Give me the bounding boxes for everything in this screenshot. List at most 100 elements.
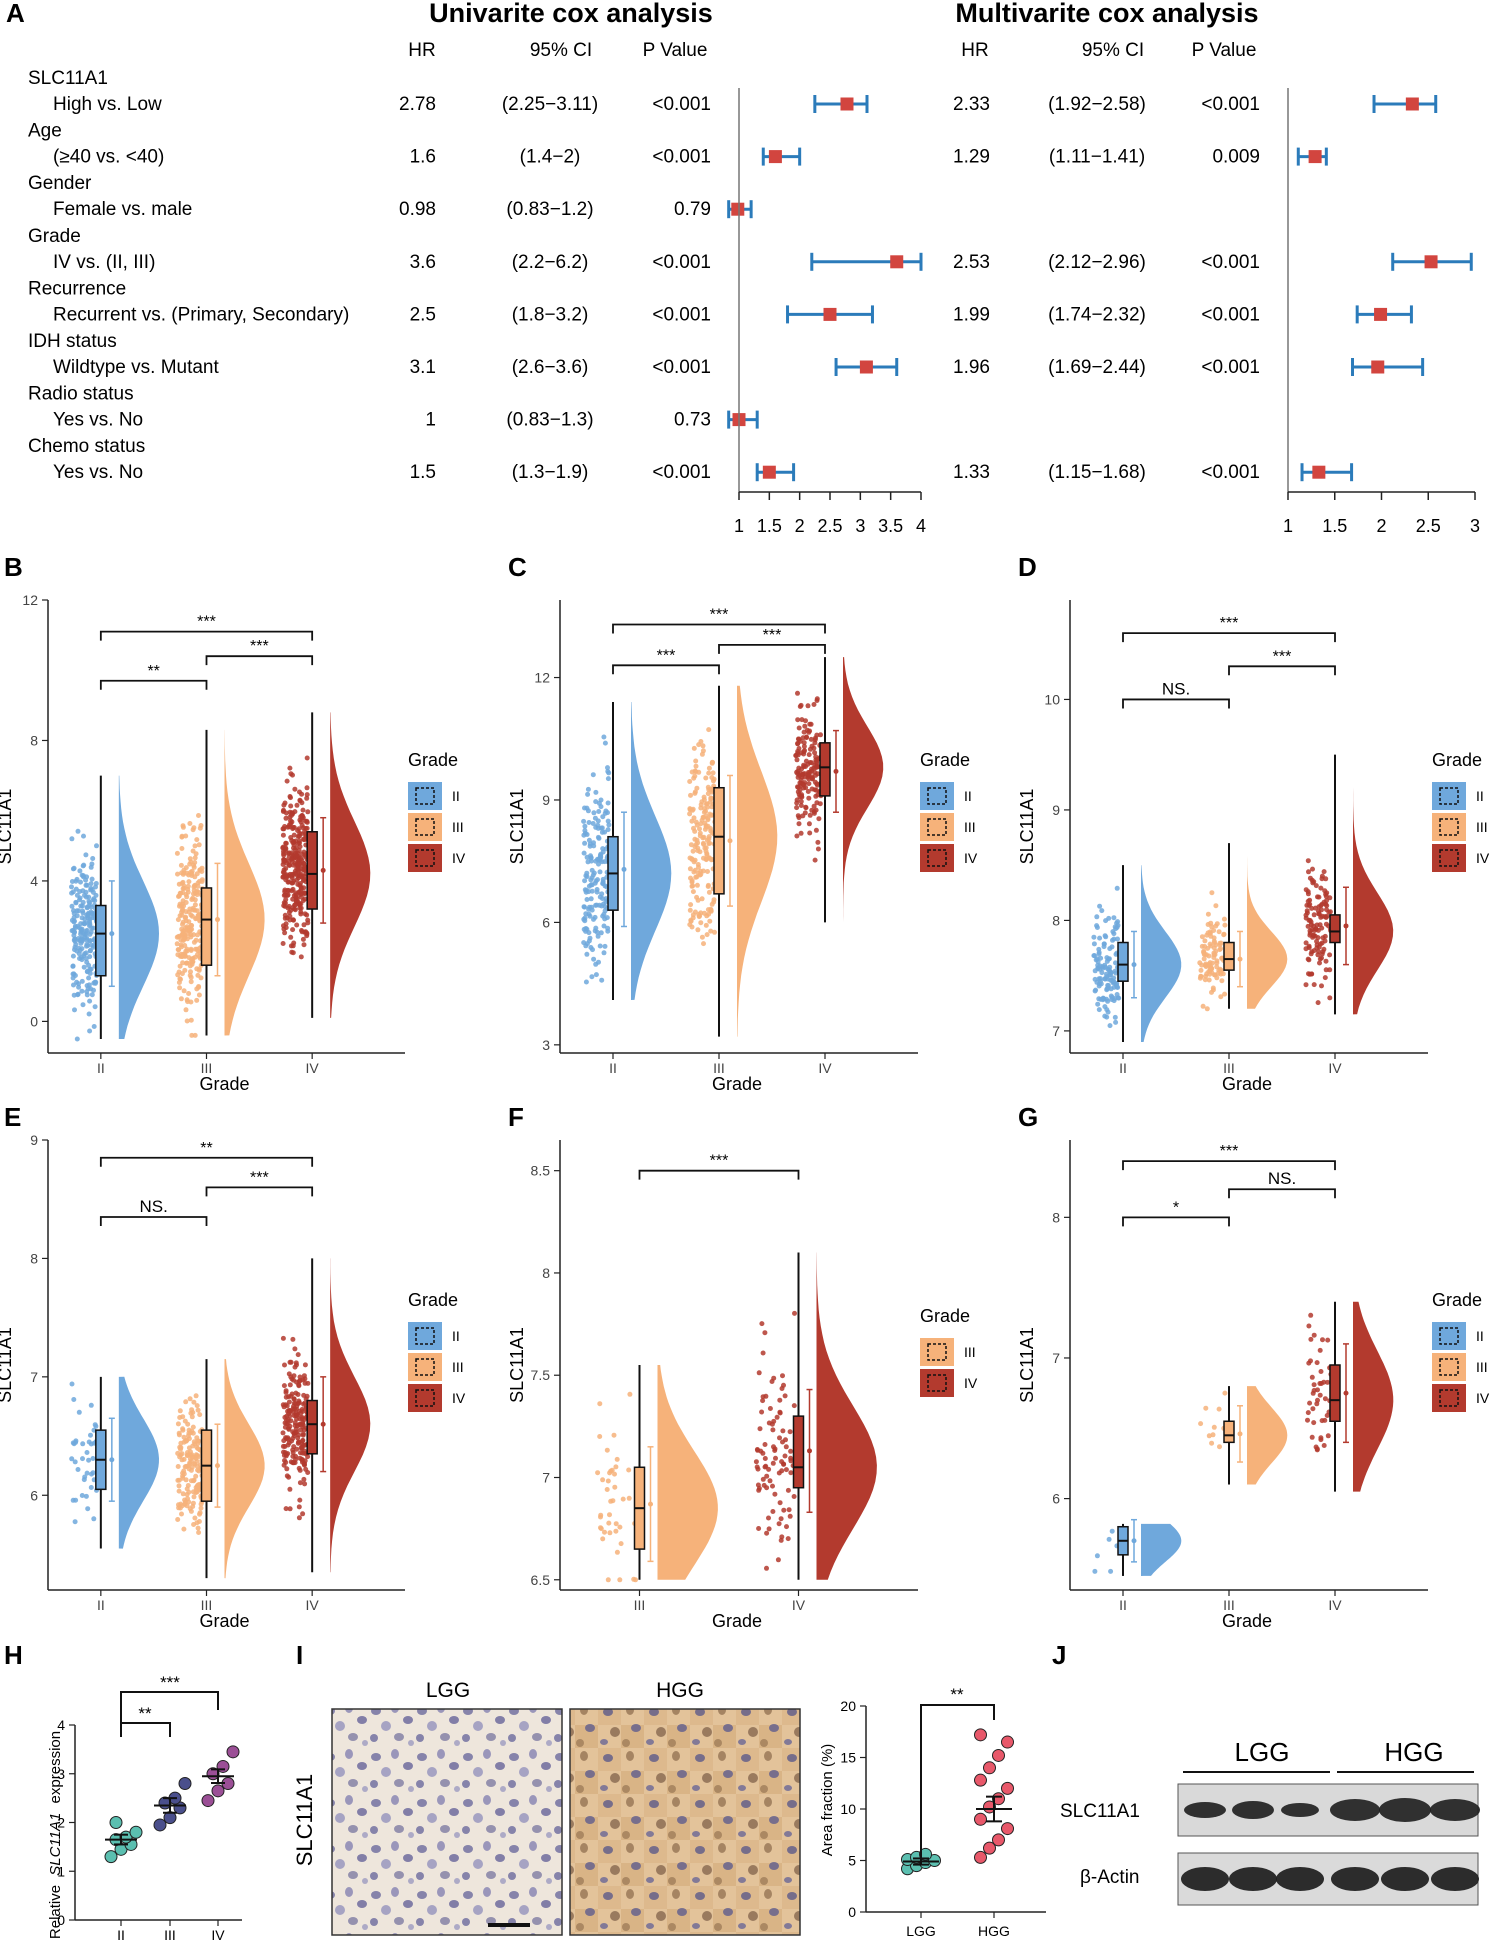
- forest-multi-tick-label: 1.5: [1322, 516, 1347, 536]
- data-point: [1216, 1406, 1222, 1412]
- data-point: [794, 833, 800, 839]
- data-point: [764, 1530, 770, 1536]
- data-point: [1323, 958, 1329, 964]
- violin-III: [1247, 843, 1288, 1009]
- data-point: [195, 1525, 201, 1531]
- data-point: [290, 1460, 296, 1466]
- slc11a1-band: [1232, 1801, 1274, 1819]
- data-point: [69, 879, 75, 884]
- data-point: [294, 1429, 300, 1435]
- data-point: [806, 781, 812, 787]
- data-point: [191, 862, 197, 868]
- data-point: [176, 980, 182, 985]
- legend-label-IV: IV: [452, 1390, 466, 1406]
- data-point: [704, 932, 710, 938]
- data-point: [181, 936, 187, 942]
- data-point: [176, 947, 182, 953]
- data-point: [300, 1511, 306, 1517]
- y-tick-label: 6: [542, 914, 550, 930]
- data-point: [581, 818, 587, 824]
- data-point: [703, 922, 709, 928]
- data-point: [756, 1487, 762, 1493]
- legend-box-glyph: [927, 1374, 947, 1392]
- data-point: [762, 1464, 768, 1470]
- data-point: [289, 888, 295, 894]
- data-point: [696, 864, 701, 870]
- legend-swatch-II: [408, 1322, 442, 1350]
- jitter-points-III: [175, 1393, 205, 1535]
- forest-header-m-ci: 95% CI: [1082, 40, 1144, 61]
- i-data-point: [1001, 1822, 1014, 1836]
- data-point: [292, 1423, 298, 1429]
- data-point: [183, 948, 189, 954]
- data-point: [88, 1485, 94, 1490]
- data-point: [91, 1516, 97, 1522]
- data-point: [1101, 944, 1107, 950]
- forest-multi-p: <0.001: [1201, 94, 1260, 115]
- data-point: [687, 907, 693, 913]
- violin-III: [1247, 1386, 1288, 1485]
- data-point: [699, 934, 705, 940]
- data-point: [182, 943, 188, 948]
- data-point: [1307, 875, 1313, 881]
- data-point: [599, 825, 605, 831]
- i-significance-label: **: [950, 1685, 964, 1704]
- data-point: [1324, 1413, 1330, 1418]
- data-point: [190, 1489, 196, 1495]
- legend-title: Grade: [1432, 750, 1482, 770]
- data-point: [89, 992, 95, 998]
- data-point: [620, 1496, 626, 1502]
- data-point: [179, 971, 185, 977]
- data-point: [703, 845, 709, 851]
- data-point: [1319, 907, 1324, 913]
- mean-point: [1131, 962, 1137, 968]
- data-point: [1310, 1406, 1316, 1412]
- legend-title: Grade: [1432, 1290, 1482, 1310]
- panel-label-h: H: [4, 1640, 23, 1670]
- data-point: [693, 758, 699, 764]
- data-point: [1306, 1323, 1312, 1329]
- data-point: [1107, 1023, 1113, 1029]
- forest-multi-p: <0.001: [1201, 252, 1260, 273]
- data-point: [803, 804, 809, 810]
- jitter-points-IV: [280, 755, 311, 960]
- j-actin-label: β-Actin: [1080, 1867, 1140, 1888]
- data-point: [183, 900, 189, 905]
- j-slc-label: SLC11A1: [1060, 1801, 1140, 1822]
- panel-label-f: F: [508, 1102, 524, 1132]
- data-point: [777, 1500, 783, 1506]
- data-point: [771, 1375, 777, 1381]
- data-point: [304, 792, 310, 798]
- data-point: [689, 856, 695, 862]
- data-point: [295, 1392, 301, 1397]
- forest-multi-point: [1405, 97, 1419, 111]
- data-point: [94, 843, 99, 849]
- data-point: [795, 752, 801, 758]
- h-ylabel-b: expression: [47, 1731, 64, 1804]
- forest-group-label: IDH status: [28, 331, 117, 352]
- data-point: [1310, 866, 1315, 872]
- data-point: [71, 992, 77, 998]
- data-point: [1108, 972, 1113, 978]
- data-point: [807, 769, 813, 775]
- data-point: [753, 1459, 759, 1465]
- data-point: [197, 867, 203, 873]
- box-III: [1223, 941, 1235, 971]
- data-point: [1202, 977, 1208, 983]
- data-point: [180, 960, 186, 966]
- data-point: [1222, 922, 1228, 928]
- data-point: [196, 1454, 202, 1460]
- data-point: [806, 729, 812, 735]
- x-axis-title: Grade: [199, 1611, 249, 1631]
- data-point: [302, 1451, 308, 1456]
- data-point: [89, 910, 95, 916]
- data-point: [1199, 934, 1205, 940]
- data-point: [86, 1457, 92, 1463]
- y-tick-label: 3: [542, 1037, 550, 1053]
- violin-IV: [330, 712, 371, 1018]
- i-x-tick-label: LGG: [906, 1923, 936, 1939]
- data-point: [700, 814, 706, 820]
- forest-uni-hr: 2.78: [399, 94, 436, 115]
- data-point: [188, 932, 194, 937]
